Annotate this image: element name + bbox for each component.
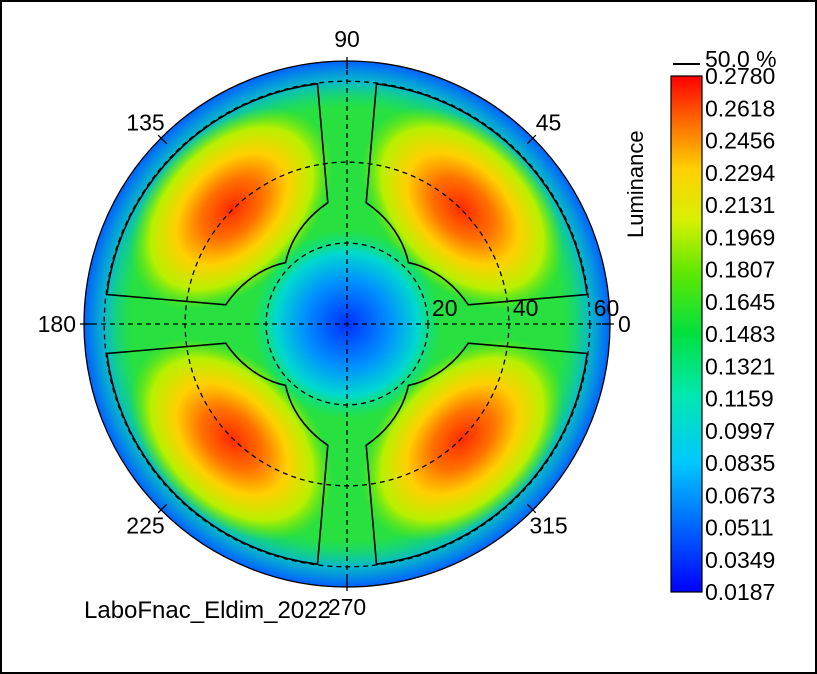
colorbar: 50.0 % Luminance 0.2780 0.2618 0.2456 0.229… (623, 46, 777, 605)
angle-label: 315 (529, 513, 567, 539)
colorbar-tick-label: 0.2131 (705, 192, 775, 218)
polar-grid (84, 61, 610, 587)
ring-label: 60 (594, 295, 620, 321)
angle-label: 45 (536, 109, 562, 135)
angle-label: 90 (334, 26, 360, 52)
colorbar-tick-label: 0.0997 (705, 418, 775, 444)
angle-label: 0 (618, 311, 631, 337)
colorbar-tick-label: 0.1159 (705, 386, 774, 412)
angle-label: 270 (328, 594, 366, 620)
contour-50pct (365, 342, 589, 566)
contour-50pct (105, 342, 329, 566)
angle-tick (526, 503, 537, 514)
colorbar-tick-label: 0.1483 (705, 321, 775, 347)
colorbar-tick-label: 0.2294 (705, 160, 776, 186)
colorbar-tick-label: 0.0835 (705, 450, 775, 476)
colorbar-tick-label: 0.2618 (705, 95, 775, 121)
angle-ticks (80, 57, 614, 591)
ring-label: 40 (513, 295, 539, 321)
contour-50pct (105, 82, 329, 306)
angle-tick (157, 503, 168, 514)
angle-label: 135 (126, 109, 164, 135)
angle-label: 180 (38, 311, 76, 337)
angle-label: 225 (126, 513, 164, 539)
caption-text: LaboFnac_Eldim_2022 (84, 597, 331, 624)
colorbar-tick-label: 0.0349 (705, 547, 775, 573)
colorbar-tick-label: 0.0511 (705, 515, 774, 541)
colorbar-tick-labels: 0.2780 0.2618 0.2456 0.2294 0.2131 0.1969 0.18… (705, 63, 776, 605)
angle-labels: 0 45 90 135 180 225 270 315 (38, 26, 631, 620)
angle-tick (526, 134, 537, 145)
angle-tick (157, 134, 168, 145)
ring-label: 20 (432, 295, 458, 321)
colorbar-title: Luminance (623, 130, 648, 238)
colorbar-tick-label: 0.1321 (705, 353, 775, 379)
contour-lines (105, 82, 589, 566)
colorbar-tick-label: 0.2456 (705, 128, 775, 154)
colorbar-tick-label: 0.2780 (705, 63, 775, 89)
contour-legend-label: 50.0 % (705, 46, 777, 72)
contour-50pct (365, 82, 589, 306)
colorbar-tick-label: 0.1807 (705, 257, 775, 283)
colorbar-tick-label: 0.0187 (705, 579, 775, 605)
colorbar-tick-label: 0.1969 (705, 224, 775, 250)
colorbar-tick-label: 0.1645 (705, 289, 775, 315)
colorbar-gradient (670, 75, 703, 593)
colorbar-tick-label: 0.0673 (705, 482, 775, 508)
ring-labels: 20 40 60 (432, 295, 619, 321)
